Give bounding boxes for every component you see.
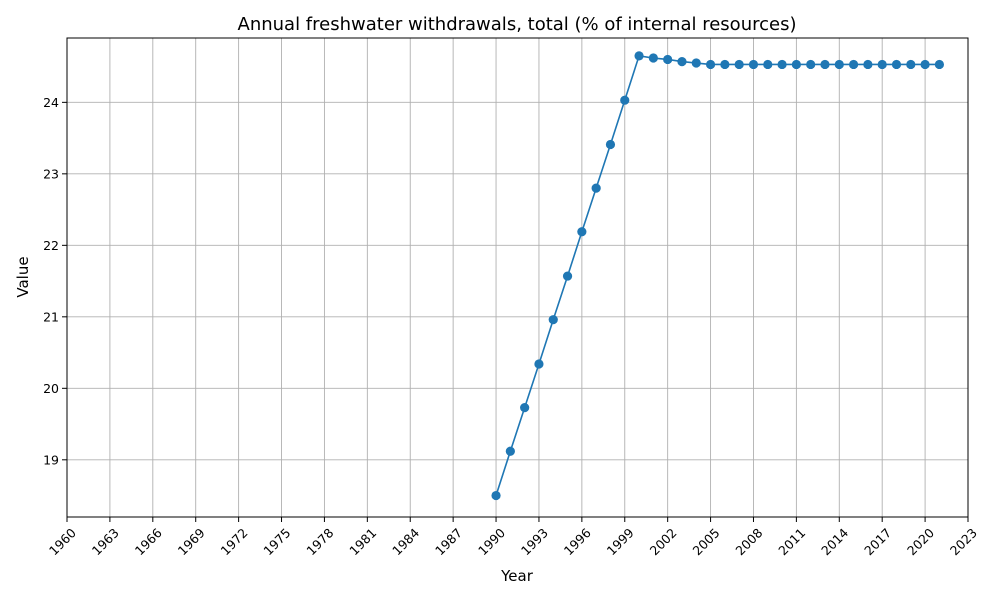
data-point [677,56,687,67]
data-point [591,183,601,193]
data-point [634,51,644,61]
y-tick-label: 21 [43,309,59,324]
data-point [920,59,930,70]
data-point [848,59,859,70]
x-tick-label: 1975 [260,525,293,558]
y-tick-label: 20 [43,381,59,396]
x-tick-label: 1993 [518,525,551,558]
data-point [934,59,944,70]
data-point [748,59,759,70]
data-point [834,59,844,70]
data-point [562,271,573,281]
x-tick-label: 2020 [904,525,937,558]
data-point [806,59,816,70]
x-tick-label: 2023 [947,525,980,558]
x-tick-label: 1963 [89,525,122,558]
x-tick-label: 1987 [432,525,465,558]
x-tick-label: 2008 [732,525,765,558]
data-point [548,315,558,325]
y-tick-label: 24 [43,95,59,110]
x-tick-label: 2005 [689,525,722,558]
x-tick-label: 2002 [647,525,680,558]
series-line [495,54,940,496]
x-tick-label: 1990 [475,525,508,558]
data-point [505,446,515,456]
data-point [491,490,501,501]
data-point [777,59,787,70]
x-tick-label: 1978 [303,525,336,558]
x-axis-label: Year [500,567,534,585]
x-tick-label: 1999 [604,525,637,558]
data-point [577,227,587,237]
series-layer [491,51,944,501]
chart-title: Annual freshwater withdrawals, total (% … [238,14,797,35]
data-point [534,359,544,369]
data-point [605,139,616,150]
data-point [705,59,716,70]
x-tick-label: 1981 [346,525,379,558]
x-tick-label: 2011 [775,525,808,558]
x-tick-label: 1960 [46,525,79,558]
x-tick-label: 2017 [861,525,894,558]
y-tick-label: 19 [43,452,59,467]
data-point [663,54,673,65]
x-tick-label: 1969 [175,525,208,558]
x-tick-label: 1996 [561,525,594,558]
data-point [720,59,730,70]
plot-frame [66,37,969,518]
x-tick-label: 1966 [132,525,165,558]
data-point [820,59,830,70]
data-point [906,59,916,70]
data-point [891,59,902,70]
data-point [791,59,801,70]
data-point [620,95,630,105]
data-point [691,58,701,68]
data-point [734,59,744,70]
x-tick-label: 1984 [389,525,422,558]
data-point [520,403,530,413]
y-tick-label: 23 [43,166,59,181]
data-point [763,59,773,70]
data-point [863,59,873,70]
y-axis-label: Value [14,256,32,297]
grid [66,38,969,517]
x-tick-label: 2014 [818,525,851,558]
data-point [648,53,658,63]
x-tick-label: 1972 [218,525,251,558]
y-tick-label: 22 [43,238,59,253]
data-point [877,59,887,70]
